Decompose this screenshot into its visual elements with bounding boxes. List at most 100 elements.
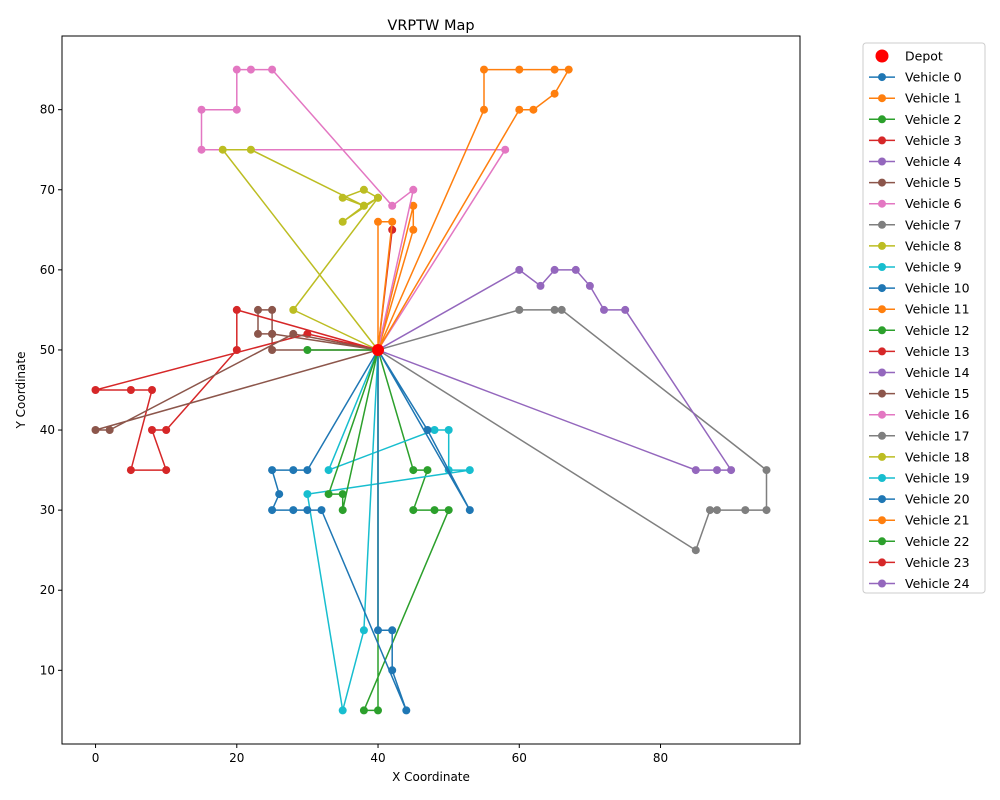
stop-point — [402, 706, 411, 715]
stop-point — [359, 201, 368, 210]
legend-item-vehicle-18: Vehicle 18 — [869, 449, 970, 464]
legend-marker — [878, 263, 886, 271]
y-axis-title: Y Coordinate — [14, 352, 28, 430]
x-tick-label: 80 — [653, 751, 668, 765]
stop-point — [388, 225, 397, 234]
legend-item-vehicle-13: Vehicle 13 — [869, 344, 970, 359]
stop-point — [268, 506, 277, 515]
legend-item-vehicle-8: Vehicle 8 — [869, 238, 962, 253]
stop-point — [162, 426, 171, 434]
stop-point — [550, 65, 559, 74]
legend-item-vehicle-21: Vehicle 21 — [869, 513, 970, 528]
legend-label: Vehicle 0 — [905, 70, 962, 85]
stop-point — [691, 546, 700, 555]
route-line-vehicle-9 — [306, 349, 470, 711]
stop-point — [289, 305, 298, 314]
legend-label: Vehicle 12 — [905, 323, 970, 338]
legend-item-vehicle-0: Vehicle 0 — [869, 70, 962, 85]
legend-item-vehicle-7: Vehicle 7 — [869, 217, 962, 232]
stop-point — [388, 666, 397, 675]
stop-point — [374, 193, 382, 202]
stop-point — [501, 145, 510, 154]
legend-item-vehicle-24: Vehicle 24 — [869, 576, 970, 591]
stop-point — [232, 65, 241, 74]
y-tick-label: 30 — [40, 503, 55, 517]
stop-point — [359, 626, 368, 635]
stop-point — [232, 105, 241, 114]
legend-item-vehicle-16: Vehicle 16 — [869, 407, 970, 422]
stop-point — [529, 105, 538, 114]
stop-point — [197, 105, 206, 114]
depot-marker — [372, 343, 385, 356]
stop-point — [409, 185, 418, 194]
legend-marker — [878, 474, 886, 482]
stop-point — [126, 466, 135, 475]
stop-point — [727, 466, 736, 475]
stop-point — [289, 466, 298, 475]
stop-point — [480, 105, 488, 114]
stop-point — [105, 426, 114, 434]
stop-point — [388, 217, 397, 226]
stop-point — [91, 386, 100, 394]
legend-marker — [878, 157, 886, 166]
x-tick-label: 0 — [92, 751, 100, 765]
x-tick-label: 40 — [370, 751, 385, 765]
y-tick-label: 80 — [40, 103, 55, 117]
x-tick-label: 60 — [512, 751, 527, 765]
legend-item-vehicle-23: Vehicle 23 — [869, 555, 970, 570]
stop-point — [713, 466, 721, 475]
legend-marker — [878, 220, 886, 229]
legend-item-vehicle-4: Vehicle 4 — [869, 154, 962, 169]
legend-depot-marker — [875, 49, 889, 63]
stop-point — [374, 626, 382, 635]
stop-point — [338, 506, 347, 515]
stop-point — [126, 386, 135, 394]
stop-point — [600, 305, 608, 314]
series-vehicle-9 — [303, 346, 474, 715]
stop-point — [515, 305, 524, 314]
legend-label: Vehicle 3 — [905, 133, 962, 148]
legend-marker — [878, 347, 886, 356]
legend-marker — [878, 410, 886, 419]
legend-marker — [878, 495, 886, 504]
series-vehicle-11 — [374, 65, 573, 354]
stop-point — [550, 89, 559, 98]
stop-point — [374, 706, 382, 715]
stop-point — [409, 225, 418, 234]
stop-point — [713, 506, 721, 515]
legend-item-vehicle-22: Vehicle 22 — [869, 534, 970, 549]
legend-item-vehicle-1: Vehicle 1 — [869, 91, 962, 106]
legend-label: Vehicle 19 — [905, 471, 970, 486]
stop-point — [268, 346, 277, 354]
y-axis: 10 20 30 40 50 60 70 80 — [40, 103, 62, 677]
y-tick-label: 40 — [40, 423, 55, 437]
stop-point — [430, 506, 439, 515]
stop-point — [409, 506, 418, 515]
legend-label: Vehicle 13 — [905, 344, 970, 359]
legend-marker — [878, 368, 886, 377]
legend-label: Vehicle 21 — [905, 513, 970, 528]
stop-point — [91, 426, 100, 434]
legend-label: Vehicle 24 — [905, 576, 970, 591]
stop-point — [246, 145, 255, 154]
stop-point — [275, 490, 284, 499]
plot-area — [91, 65, 771, 715]
stop-point — [148, 426, 156, 434]
stop-point — [423, 426, 432, 434]
legend-marker — [878, 94, 886, 103]
legend-marker — [878, 178, 886, 187]
y-tick-label: 70 — [40, 183, 55, 197]
legend-label: Vehicle 11 — [905, 302, 970, 317]
legend-item-vehicle-10: Vehicle 10 — [869, 281, 970, 296]
legend-item-vehicle-5: Vehicle 5 — [869, 175, 962, 190]
legend-label: Vehicle 14 — [905, 365, 970, 380]
stop-point — [762, 506, 771, 515]
legend-marker — [878, 452, 886, 461]
stop-point — [388, 201, 397, 210]
stop-point — [465, 506, 474, 515]
stop-point — [268, 65, 277, 74]
stop-point — [268, 466, 277, 475]
stop-point — [338, 193, 347, 202]
stop-point — [359, 706, 368, 715]
